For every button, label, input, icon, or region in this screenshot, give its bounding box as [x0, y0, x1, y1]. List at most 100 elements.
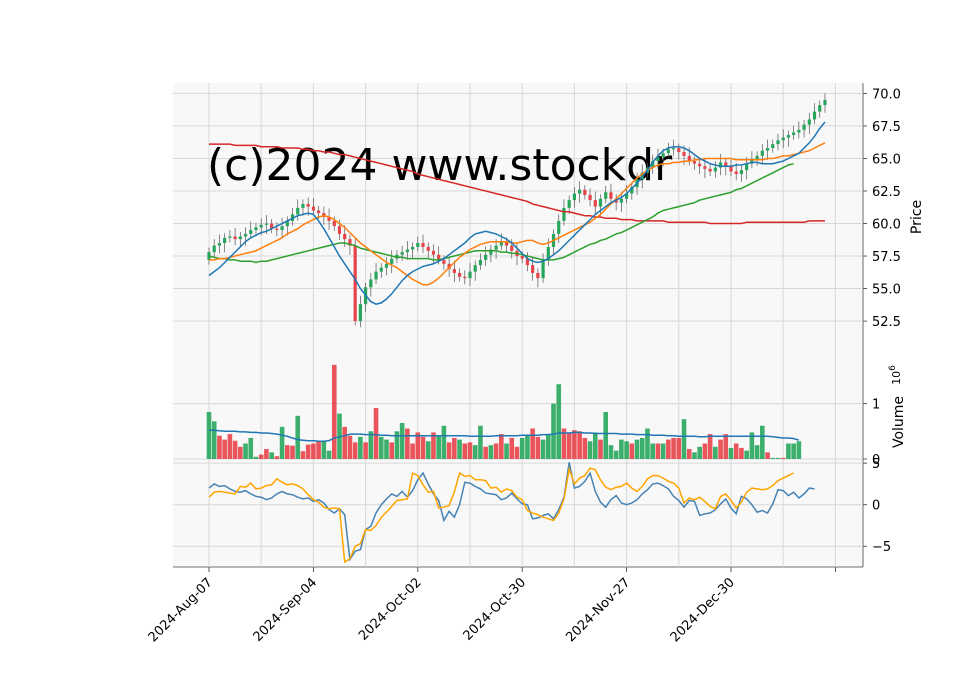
indicator-panel-bg — [173, 459, 863, 567]
indicator-line-2 — [208, 466, 794, 564]
volume-bar — [420, 436, 426, 459]
candle-body — [484, 254, 488, 260]
volume-bar — [478, 425, 483, 459]
candle-body — [786, 135, 791, 138]
volume-bar — [692, 452, 697, 459]
volume-exponent-label: 106 — [888, 365, 903, 385]
volume-bar — [624, 441, 629, 459]
candle-body — [609, 192, 613, 199]
candle-body — [651, 161, 655, 168]
volume-bar — [457, 439, 462, 459]
candle-body — [802, 124, 806, 130]
candle-body — [604, 192, 608, 199]
candle-body — [661, 153, 665, 158]
sma-50-line — [209, 142, 826, 286]
candle-body — [337, 226, 342, 234]
volume-bar — [718, 439, 723, 459]
volume-bar — [686, 449, 692, 459]
candle-body — [353, 245, 357, 322]
volume-bar — [697, 446, 702, 459]
candle-body — [457, 272, 462, 277]
candle-body — [473, 265, 477, 272]
volume-bar — [535, 436, 541, 459]
candle-body — [525, 258, 530, 266]
volume-bar — [650, 443, 655, 459]
volume-bar — [493, 443, 499, 459]
volume-bar — [749, 432, 755, 459]
candle-body — [583, 189, 587, 195]
price-label: 60.0 — [872, 218, 901, 233]
volume-bar — [598, 439, 603, 459]
volume-bar — [399, 423, 405, 459]
candle-body — [270, 223, 274, 229]
candle-body — [379, 267, 383, 272]
candle-body — [625, 193, 629, 199]
candle-body — [212, 245, 216, 253]
volume-bar — [274, 456, 280, 459]
candle-body — [285, 220, 289, 227]
candle-body — [228, 236, 232, 238]
volume-bar — [436, 435, 441, 459]
candle-body — [431, 250, 436, 255]
candle-body — [463, 276, 467, 279]
candle-body — [437, 254, 441, 260]
candle-body — [343, 233, 347, 240]
volume-bar — [285, 445, 290, 459]
volume-bar — [217, 435, 222, 459]
candle-body — [311, 206, 315, 211]
candle-body — [536, 272, 540, 279]
candle-body — [687, 155, 691, 162]
indicator-label: −5 — [872, 540, 891, 555]
volume-bar — [358, 436, 363, 459]
volume-bar — [780, 457, 786, 459]
volume-bar — [509, 437, 515, 459]
candle-body — [494, 245, 498, 250]
volume-bar — [243, 443, 248, 459]
x-tick-label: 2024-Oct-02 — [356, 575, 424, 643]
volume-bar — [786, 443, 791, 459]
volume-bar — [775, 457, 781, 459]
candle-body — [426, 246, 430, 251]
candle-body — [823, 99, 827, 106]
candle-body — [504, 241, 509, 246]
price-label: 67.5 — [872, 120, 901, 135]
volume-bar — [566, 432, 572, 459]
volume-bar — [707, 434, 713, 459]
price-axis-label: Price — [909, 200, 925, 234]
sma-200-line — [209, 143, 825, 225]
volume-bar — [556, 384, 562, 459]
candle-body — [478, 259, 483, 266]
candle-body — [666, 149, 670, 154]
candle-body — [275, 228, 279, 231]
volume-bar — [441, 425, 447, 459]
volume-bar — [373, 408, 379, 459]
indicator-label: 5 — [872, 457, 880, 472]
candle-body — [489, 249, 493, 255]
candle-body — [755, 155, 759, 160]
volume-bar — [666, 439, 671, 459]
candle-body — [546, 246, 550, 260]
candle-body — [656, 157, 660, 162]
volume-bar — [331, 364, 337, 459]
volume-panel-bg — [173, 351, 863, 459]
volume-bar — [728, 447, 734, 459]
indicator-line-1 — [208, 462, 815, 562]
volume-bar — [639, 437, 645, 459]
candle-body — [296, 207, 300, 215]
volume-bar — [676, 437, 682, 459]
candle-body — [348, 239, 352, 246]
candle-body — [734, 171, 738, 175]
volume-bar — [760, 425, 765, 459]
volume-bar — [227, 434, 233, 459]
volume-bar — [525, 435, 530, 459]
volume-label: 0 — [872, 453, 880, 468]
x-tick-label: 2024-Oct-30 — [461, 575, 529, 643]
volume-bar — [572, 430, 577, 459]
volume-bar — [269, 452, 274, 459]
volume-bar — [514, 446, 520, 459]
volume-bar — [587, 441, 593, 459]
volume-bar — [608, 445, 614, 459]
candle-body — [588, 194, 592, 201]
volume-bar — [613, 450, 619, 459]
volume-label: 1 — [872, 398, 880, 413]
